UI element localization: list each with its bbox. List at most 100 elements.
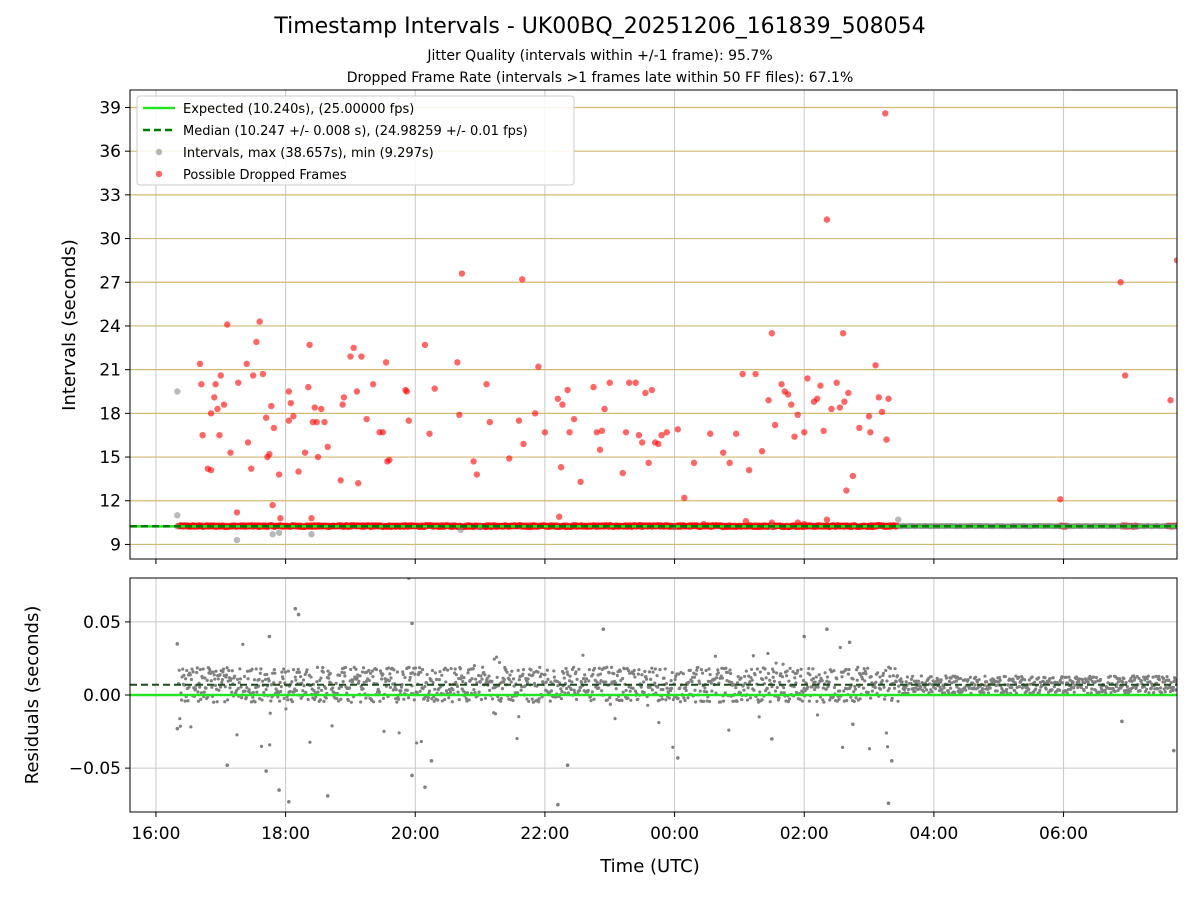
residual-point bbox=[559, 687, 563, 691]
dropped-frame-point bbox=[454, 359, 461, 366]
residual-point bbox=[688, 668, 692, 673]
residual-point bbox=[530, 697, 534, 701]
residual-point bbox=[391, 688, 395, 692]
residual-point bbox=[505, 670, 509, 674]
dropped-frame-point bbox=[275, 471, 283, 478]
residual-point bbox=[236, 687, 240, 691]
dropped-frame-point bbox=[781, 388, 788, 395]
residual-point bbox=[1034, 687, 1038, 691]
residual-point bbox=[777, 696, 781, 700]
residual-point bbox=[470, 677, 474, 681]
dropped-frame-point bbox=[732, 430, 740, 437]
residual-point bbox=[764, 676, 768, 680]
dropped-frame-point bbox=[535, 363, 542, 370]
residual-point bbox=[220, 680, 224, 685]
residual-point bbox=[620, 698, 624, 703]
residual-point bbox=[273, 671, 277, 675]
dropped-frame-point bbox=[340, 394, 348, 401]
residual-point bbox=[212, 700, 216, 704]
residual-point bbox=[495, 675, 499, 679]
residual-point bbox=[1038, 688, 1042, 692]
residual-point bbox=[405, 688, 409, 692]
residual-point bbox=[982, 691, 986, 695]
residual-point bbox=[462, 675, 466, 680]
residual-point bbox=[475, 681, 479, 685]
dropped-frame-point bbox=[295, 468, 302, 475]
residual-point bbox=[632, 668, 636, 672]
residual-point bbox=[770, 685, 774, 689]
residual-point bbox=[387, 666, 391, 670]
residual-point bbox=[1052, 685, 1057, 689]
residual-point bbox=[431, 680, 435, 685]
residual-point bbox=[193, 687, 198, 691]
residual-point bbox=[671, 697, 676, 702]
legend-dropped-swatch bbox=[155, 170, 163, 178]
residual-point bbox=[964, 688, 968, 692]
residual-point bbox=[355, 676, 359, 680]
residual-point bbox=[933, 687, 937, 691]
residual-point bbox=[1083, 681, 1087, 685]
residual-point bbox=[888, 674, 892, 678]
residual-point bbox=[647, 670, 652, 674]
residual-point bbox=[225, 763, 230, 767]
residual-point bbox=[887, 686, 891, 691]
residual-point bbox=[807, 699, 811, 703]
residual-point bbox=[770, 667, 775, 671]
residual-point bbox=[808, 673, 812, 677]
residual-point bbox=[814, 675, 818, 679]
dropped-frame-point bbox=[642, 389, 649, 397]
residual-point bbox=[702, 699, 706, 703]
residual-point bbox=[891, 674, 895, 678]
residual-point bbox=[243, 689, 247, 693]
residual-point bbox=[434, 677, 439, 682]
residual-point bbox=[461, 679, 465, 684]
residual-point bbox=[220, 677, 224, 682]
residual-point bbox=[657, 698, 661, 702]
residual-point bbox=[817, 673, 821, 677]
residual-point bbox=[1073, 683, 1077, 687]
residual-point bbox=[574, 697, 579, 702]
dropped-frame-point bbox=[506, 455, 513, 462]
residual-point bbox=[377, 690, 381, 695]
residual-point bbox=[735, 699, 739, 703]
residual-point bbox=[224, 673, 229, 677]
residual-point bbox=[832, 685, 837, 690]
residual-point bbox=[897, 684, 901, 688]
residual-point bbox=[240, 696, 244, 700]
residual-point bbox=[1069, 687, 1073, 691]
residual-point bbox=[827, 680, 831, 684]
residual-point bbox=[826, 685, 830, 689]
residual-point bbox=[326, 669, 330, 673]
residual-point bbox=[572, 665, 576, 669]
dropped-frame-point bbox=[681, 494, 688, 502]
residual-point bbox=[735, 681, 740, 685]
residual-point bbox=[913, 689, 917, 694]
residual-point bbox=[566, 672, 570, 677]
dropped-frame-point bbox=[301, 449, 309, 456]
residual-point bbox=[658, 667, 662, 672]
residual-point bbox=[321, 665, 325, 670]
residual-point bbox=[568, 674, 572, 678]
dropped-frame-point bbox=[405, 417, 412, 424]
residual-point bbox=[196, 699, 201, 703]
residual-point bbox=[447, 696, 451, 700]
residual-point bbox=[1109, 691, 1113, 695]
residual-point bbox=[230, 690, 234, 694]
dropped-frame-point bbox=[823, 216, 831, 223]
residual-point bbox=[900, 680, 904, 684]
residual-point bbox=[538, 665, 542, 669]
residual-point bbox=[1108, 674, 1113, 678]
residual-point bbox=[621, 690, 625, 694]
residual-point bbox=[639, 685, 643, 689]
legend-expected-label: Expected (10.240s), (25.00000 fps) bbox=[183, 102, 414, 117]
residual-point bbox=[415, 741, 419, 745]
dropped-frame-point bbox=[690, 459, 698, 467]
residual-point bbox=[258, 697, 262, 701]
residual-point bbox=[283, 670, 287, 674]
residual-point bbox=[587, 667, 591, 672]
residual-point bbox=[747, 674, 751, 678]
legend-intervals-label: Intervals, max (38.657s), min (9.297s) bbox=[183, 146, 434, 161]
residual-point bbox=[1114, 684, 1118, 689]
residual-point bbox=[782, 691, 786, 695]
residual-point bbox=[840, 675, 844, 679]
